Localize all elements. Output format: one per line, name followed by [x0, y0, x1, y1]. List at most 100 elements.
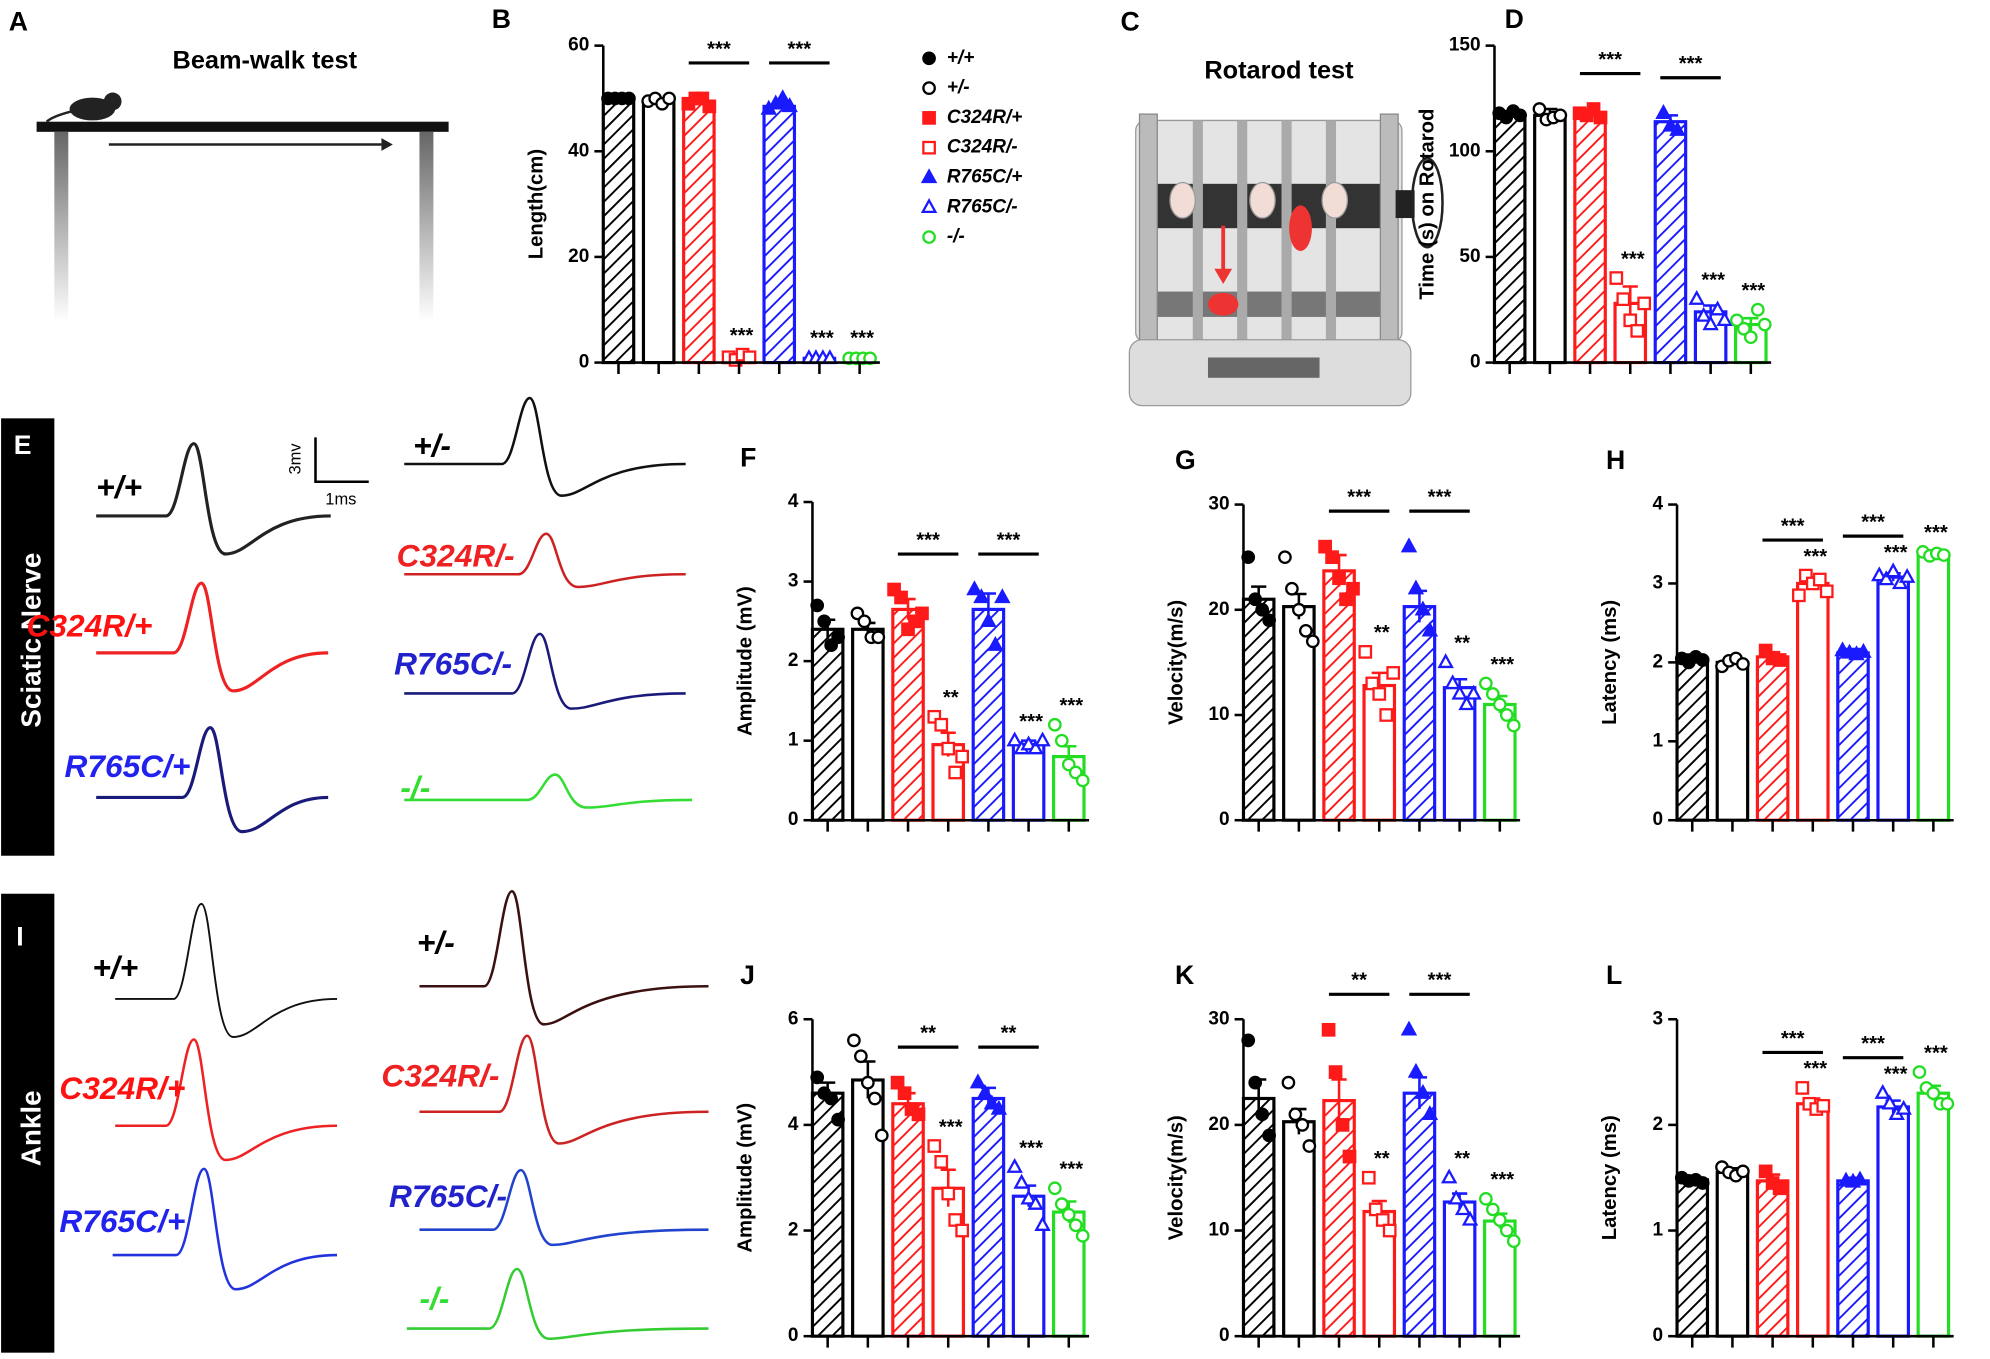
significance: **: [1374, 622, 1390, 644]
y-axis-label: Velocity(m/s): [1166, 600, 1188, 725]
arrow-head: [381, 138, 393, 151]
y-axis-label: Latency (ms): [1599, 1115, 1621, 1240]
legend-marker: [922, 51, 936, 66]
panel-letter: D: [1505, 4, 1524, 34]
point: [948, 765, 963, 780]
point: [1609, 271, 1624, 285]
point: [983, 1094, 1001, 1110]
significance: ***: [850, 328, 874, 350]
bar: [971, 607, 1006, 822]
point: [915, 606, 929, 621]
point: [927, 709, 942, 724]
point: [1461, 1210, 1479, 1226]
bar: [1916, 1091, 1951, 1338]
legend-marker: [922, 81, 936, 95]
point: [1912, 1065, 1927, 1079]
point: [1407, 579, 1425, 595]
point: [1936, 548, 1951, 562]
significance: ***: [1491, 654, 1515, 676]
point: [1281, 1075, 1296, 1090]
point: [1335, 1118, 1350, 1132]
point: [980, 612, 997, 628]
bar: [810, 1091, 845, 1338]
trace-label: +/-: [413, 427, 451, 463]
point: [1248, 592, 1263, 607]
point: [1255, 602, 1270, 617]
y-tick-label: 0: [1653, 1325, 1664, 1346]
point: [1321, 1022, 1336, 1037]
panel-letter: H: [1606, 445, 1625, 475]
bracket-label: ***: [1428, 487, 1452, 509]
y-tick-label: 0: [1470, 352, 1481, 373]
bar: [1282, 1120, 1316, 1338]
bar: [810, 627, 845, 822]
point: [1006, 1157, 1023, 1173]
significance: ***: [939, 1116, 963, 1138]
point: [1437, 653, 1454, 669]
point: [941, 741, 956, 756]
point: [1421, 621, 1439, 637]
bar: [1241, 597, 1276, 822]
point: [1295, 1118, 1310, 1132]
beam-leg: [54, 131, 69, 323]
significance: ***: [1701, 270, 1725, 292]
y-tick-label: 30: [1208, 1008, 1229, 1029]
scale-label: 1ms: [325, 491, 356, 509]
trace-label: -/-: [400, 770, 430, 806]
y-tick-label: 4: [788, 1114, 799, 1135]
point: [1386, 666, 1401, 680]
point: [908, 614, 922, 629]
rotarod: [1128, 113, 1444, 407]
point: [948, 1213, 963, 1227]
y-tick-label: 20: [1208, 1114, 1229, 1135]
trace-label: +/-: [417, 924, 455, 960]
point: [1061, 1207, 1076, 1222]
trace-label: -/-: [419, 1281, 449, 1317]
y-tick-label: 60: [568, 35, 589, 56]
y-tick-label: 3: [1653, 1008, 1664, 1029]
point: [1285, 581, 1299, 596]
point: [1506, 718, 1521, 733]
point: [1444, 674, 1461, 690]
point: [1318, 539, 1332, 554]
trace: [419, 1034, 709, 1145]
significance: **: [1374, 1148, 1390, 1170]
y-tick-label: 1: [788, 730, 799, 751]
legend-label: R765C/+: [947, 166, 1023, 187]
side-label: Sciatic Nerve: [15, 553, 46, 728]
legend-label: +/-: [947, 77, 970, 98]
significance: ***: [1019, 1137, 1043, 1159]
bar: [1876, 1105, 1910, 1338]
bar: [931, 1186, 966, 1338]
point: [1881, 1094, 1898, 1110]
point: [1361, 1170, 1376, 1185]
y-tick-label: 2: [788, 1220, 799, 1241]
y-tick-label: 20: [568, 246, 589, 267]
trace: [419, 889, 709, 1026]
trace-label: C324R/-: [397, 538, 515, 574]
point: [934, 717, 949, 732]
significance: ***: [1059, 1159, 1083, 1181]
y-tick-label: 3: [788, 571, 799, 592]
point: [1743, 330, 1758, 345]
point: [1400, 1020, 1418, 1036]
point: [622, 91, 636, 106]
bar: [762, 104, 797, 365]
trace-label: R765C/-: [389, 1178, 507, 1214]
point: [1662, 116, 1679, 132]
significance: ***: [1804, 1058, 1828, 1080]
point: [955, 749, 970, 764]
point: [1506, 1234, 1521, 1248]
point: [1485, 687, 1500, 701]
point: [1669, 120, 1686, 136]
trace: [112, 1167, 338, 1291]
significance: ***: [1884, 542, 1908, 564]
y-axis-label: Amplitude (mV): [735, 586, 757, 736]
point: [973, 588, 990, 604]
bar: [971, 1096, 1006, 1338]
point: [1328, 1065, 1343, 1079]
trace: [96, 581, 329, 693]
point: [824, 1091, 838, 1106]
panel-letter: J: [740, 960, 755, 990]
point: [1332, 571, 1346, 586]
